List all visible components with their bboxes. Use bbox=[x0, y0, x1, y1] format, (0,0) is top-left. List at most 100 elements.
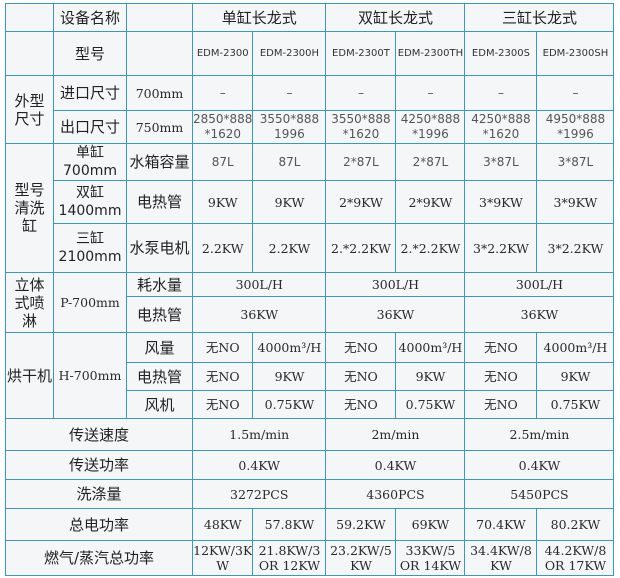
tank-value: 2*9KW bbox=[325, 180, 397, 224]
dryer-value: 无NO bbox=[325, 390, 397, 419]
table-row: 燃气/蒸汽总功率 12KW/3K W 21.8KW/3 OR 12KW 23.2KW/… bbox=[5, 540, 615, 576]
summary-label: 传送功率 bbox=[5, 450, 193, 480]
table-row: 外型 尺寸 进口尺寸 700mm – – – – – – bbox=[5, 75, 615, 144]
table-row: 烘干机 H-700mm 风量 无NO 4000m³/H 无NO 4000m³/H 无NO 400… bbox=[5, 332, 615, 419]
summary-value: 57.8KW bbox=[252, 508, 327, 541]
inlet-label: 进口尺寸 bbox=[53, 75, 127, 111]
summary-label: 洗涤量 bbox=[5, 479, 193, 509]
table-row: 出口尺寸 750mm 2850*888 *1620 3550*888 1996 3550… bbox=[6, 110, 615, 144]
summary-label: 燃气/蒸汽总功率 bbox=[5, 540, 193, 576]
spec-table: 设备名称 单缸长龙式 双缸长龙式 三缸长龙式 型号 EDM-2300 EDM-2300H ED… bbox=[5, 3, 615, 576]
equipment-name-label: 设备名称 bbox=[53, 3, 127, 32]
tank-value: 3*87L bbox=[464, 143, 538, 181]
tank-value: 3*9KW bbox=[536, 180, 615, 224]
table-row: 型号 EDM-2300 EDM-2300H EDM-2300T EDM-2300TH ED… bbox=[5, 31, 615, 76]
spray-value: 300L/H bbox=[191, 272, 327, 297]
tank-type: 双缸 1400mm bbox=[53, 180, 127, 224]
table-row: 电热管 无NO 9KW 无NO 9KW 无NO 9KW bbox=[6, 362, 615, 391]
spray-item: 耗水量 bbox=[126, 272, 193, 297]
outlet-value: 4250*888 *1620 bbox=[464, 110, 538, 144]
tank-item: 水箱容量 bbox=[126, 143, 193, 181]
model-name: EDM-2300T bbox=[325, 31, 397, 76]
dryer-item: 风量 bbox=[126, 332, 193, 363]
dryer-value: 无NO bbox=[325, 332, 397, 363]
inlet-value: – bbox=[325, 75, 397, 111]
summary-value: 44.2KW/8 OR 17KW bbox=[536, 540, 615, 576]
spray-value: 300L/H bbox=[464, 272, 615, 297]
empty-cell bbox=[5, 31, 54, 76]
group-header: 三缸长龙式 bbox=[464, 3, 615, 32]
dryer-value: 无NO bbox=[464, 362, 538, 391]
empty-cell bbox=[126, 31, 193, 76]
tank-value: 2.*2.2KW bbox=[325, 223, 397, 273]
summary-label: 传送速度 bbox=[5, 418, 193, 451]
summary-value: 0.4KW bbox=[464, 450, 615, 480]
table-row: 设备名称 单缸长龙式 双缸长龙式 三缸长龙式 bbox=[5, 3, 615, 32]
summary-value: 3272PCS bbox=[191, 479, 327, 509]
summary-value: 59.2KW bbox=[325, 508, 397, 541]
dryer-item: 电热管 bbox=[126, 362, 193, 391]
spray-value: 36KW bbox=[191, 296, 327, 333]
tank-value: 2*87L bbox=[325, 143, 397, 181]
model-name: EDM-2300 bbox=[191, 31, 254, 76]
summary-value: 2.5m/min bbox=[464, 418, 615, 451]
tank-value: 3*87L bbox=[536, 143, 615, 181]
summary-value: 21.8KW/3 OR 12KW bbox=[252, 540, 327, 576]
category-dryer: 烘干机 bbox=[5, 332, 54, 419]
spray-value: 36KW bbox=[464, 296, 615, 333]
summary-value: 1.5m/min bbox=[191, 418, 327, 451]
summary-value: 80.2KW bbox=[536, 508, 615, 541]
tank-value: 9KW bbox=[252, 180, 327, 224]
summary-value: 4360PCS bbox=[325, 479, 466, 509]
category-spray: 立体 式喷 淋 bbox=[5, 272, 54, 333]
dryer-value: 无NO bbox=[191, 362, 254, 391]
inlet-value: – bbox=[536, 75, 615, 111]
tank-value: 3*2.2KW bbox=[464, 223, 538, 273]
outlet-value: 2850*888 *1620 bbox=[191, 110, 254, 144]
table-row: 双缸 1400mm 电热管 9KW 9KW 2*9KW 2*9KW 3*9KW 3*9KW bbox=[6, 180, 615, 224]
inlet-value: – bbox=[252, 75, 327, 111]
table-row: 立体 式喷 淋 P-700mm 耗水量 300L/H 300L/H 300L/H bbox=[5, 272, 615, 333]
dryer-value: 无NO bbox=[191, 390, 254, 419]
group-header: 双缸长龙式 bbox=[325, 3, 466, 32]
summary-value: 0.4KW bbox=[325, 450, 466, 480]
summary-label: 总电功率 bbox=[5, 508, 193, 541]
dryer-spec: H-700mm bbox=[53, 332, 127, 419]
table-row: 风机 无NO 0.75KW 无NO 0.75KW 无NO 0.75KW bbox=[6, 390, 615, 419]
summary-value: 34.4KW/8 KW bbox=[464, 540, 538, 576]
tank-value: 3*9KW bbox=[464, 180, 538, 224]
dryer-value: 4000m³/H bbox=[536, 332, 615, 363]
outlet-label: 出口尺寸 bbox=[53, 110, 127, 144]
dryer-value: 4000m³/H bbox=[252, 332, 327, 363]
inlet-value: – bbox=[395, 75, 466, 111]
summary-value: 33KW/5 OR 14KW bbox=[395, 540, 466, 576]
dryer-value: 0.75KW bbox=[536, 390, 615, 419]
group-header: 单缸长龙式 bbox=[191, 3, 327, 32]
outlet-value: 3550*888 1996 bbox=[252, 110, 327, 144]
table-row: 洗涤量 3272PCS 4360PCS 5450PCS bbox=[5, 479, 615, 509]
table-row: 总电功率 48KW 57.8KW 59.2KW 69KW 70.4KW 80.2KW bbox=[5, 508, 615, 541]
tank-value: 2*87L bbox=[395, 143, 466, 181]
dryer-value: 9KW bbox=[395, 362, 466, 391]
summary-value: 5450PCS bbox=[464, 479, 615, 509]
summary-value: 70.4KW bbox=[464, 508, 538, 541]
dryer-value: 9KW bbox=[536, 362, 615, 391]
spray-item: 电热管 bbox=[126, 296, 193, 333]
tank-item: 电热管 bbox=[126, 180, 193, 224]
dryer-value: 4000m³/H bbox=[395, 332, 466, 363]
tank-item: 水泵电机 bbox=[126, 223, 193, 273]
inlet-value: – bbox=[464, 75, 538, 111]
dryer-value: 无NO bbox=[464, 332, 538, 363]
table-row: 电热管 36KW 36KW 36KW bbox=[6, 296, 615, 333]
tank-value: 3*2.2KW bbox=[536, 223, 615, 273]
spray-value: 300L/H bbox=[325, 272, 466, 297]
dryer-value: 无NO bbox=[464, 390, 538, 419]
tank-value: 2*9KW bbox=[395, 180, 466, 224]
outlet-value: 4950*888 *1996 bbox=[536, 110, 615, 144]
summary-value: 12KW/3K W bbox=[191, 540, 254, 576]
outlet-spec: 750mm bbox=[126, 110, 193, 144]
category-wash-tank: 型号 清洗 缸 bbox=[5, 143, 54, 273]
dryer-item: 风机 bbox=[126, 390, 193, 419]
corner-cell bbox=[5, 3, 54, 32]
model-name: EDM-2300TH bbox=[395, 31, 466, 76]
